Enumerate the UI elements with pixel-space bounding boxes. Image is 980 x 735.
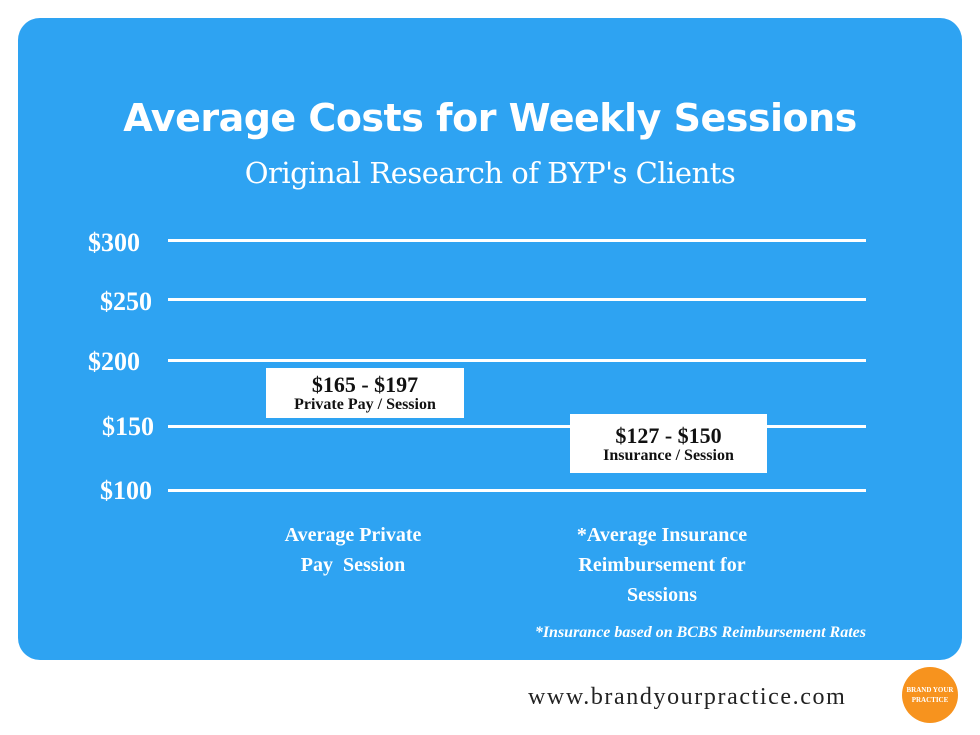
category-private-pay-line2: Pay Session [300, 554, 406, 576]
logo-line2: Practice [911, 696, 949, 704]
category-insurance: *Average Insurance Reimbursement for Ses… [541, 520, 783, 610]
insurance-range-box: $127 - $150 Insurance / Session [570, 414, 767, 473]
category-insurance-line2: Reimbursement for [578, 554, 746, 576]
footnote: *Insurance based on BCBS Reimbursement R… [534, 624, 866, 641]
y-tick-100: $100 [100, 476, 152, 505]
gridline-100 [168, 489, 866, 492]
y-tick-150: $150 [102, 412, 154, 441]
gridline-150 [168, 425, 866, 428]
category-private-pay: Average Private Pay Session [243, 520, 463, 580]
category-insurance-line1: *Average Insurance [576, 524, 748, 546]
y-tick-200: $200 [88, 347, 140, 376]
website-url[interactable]: www.brandyourpractice.com [528, 684, 847, 710]
private-pay-range-box: $165 - $197 Private Pay / Session [266, 368, 464, 418]
private-pay-range: $165 - $197 [311, 372, 419, 397]
private-pay-sublabel: Private Pay / Session [294, 396, 436, 413]
y-tick-300: $300 [88, 228, 140, 257]
y-tick-250: $250 [100, 287, 152, 316]
category-insurance-line3: Sessions [626, 584, 698, 606]
insurance-range: $127 - $150 [615, 423, 722, 448]
gridline-300 [168, 239, 866, 242]
chart-panel [18, 18, 962, 660]
chart-subtitle: Original Research of BYP's Clients [244, 156, 736, 190]
logo-line1: Brand Your [906, 686, 954, 694]
chart-title: Average Costs for Weekly Sessions [123, 96, 857, 140]
category-private-pay-line1: Average Private [284, 524, 422, 546]
gridline-200 [168, 359, 866, 362]
insurance-sublabel: Insurance / Session [603, 447, 734, 464]
brand-logo: Brand Your Practice [902, 667, 958, 723]
gridline-250 [168, 298, 866, 301]
